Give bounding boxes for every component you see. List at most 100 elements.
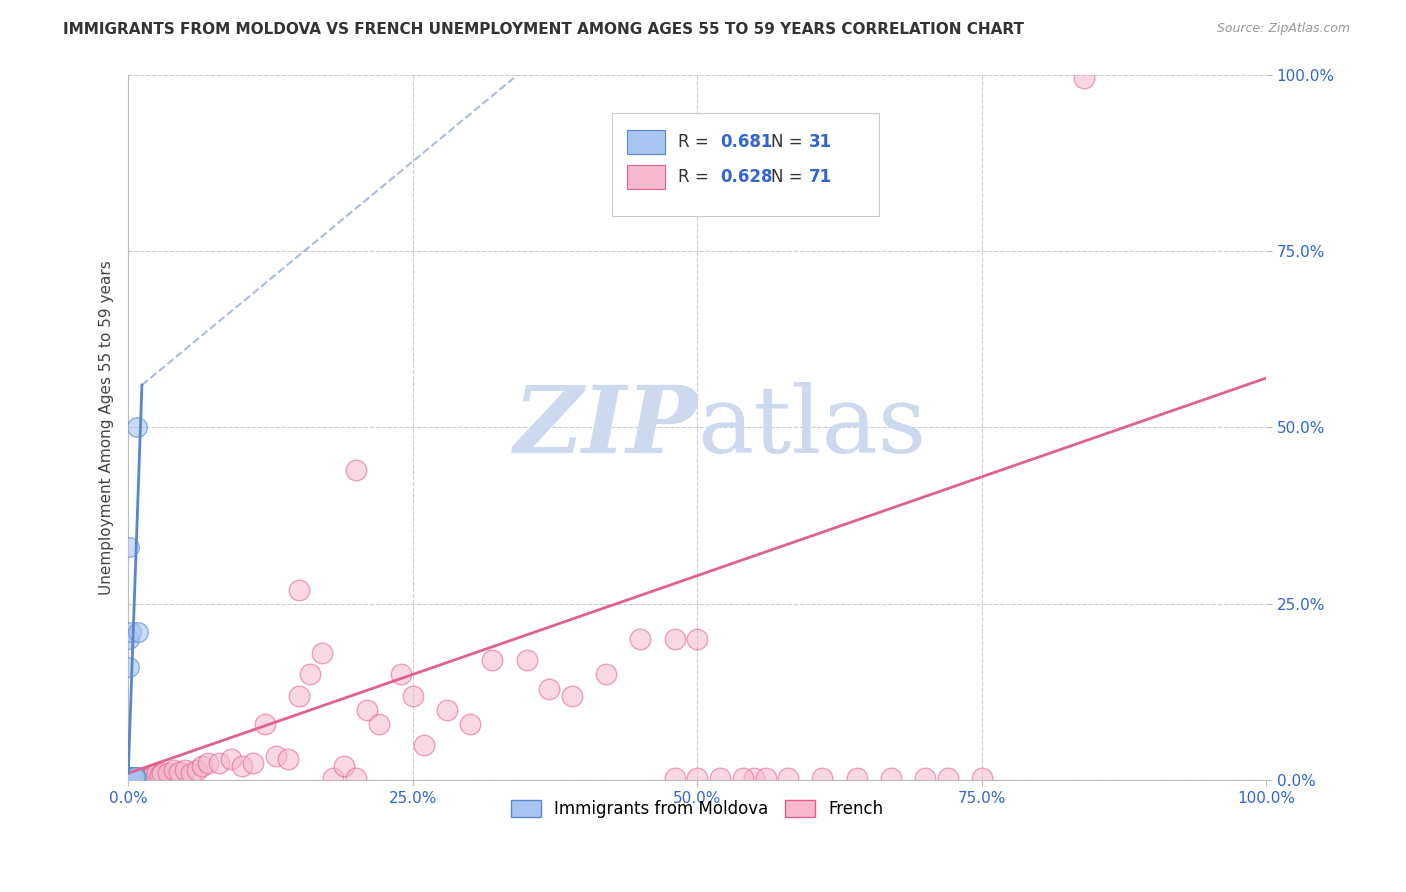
Point: [145, 766, 167, 780]
Text: 0.681: 0.681: [720, 133, 772, 151]
Text: 31: 31: [808, 133, 832, 151]
Point: [121, 770, 143, 784]
Point: [118, 632, 141, 647]
Point: [311, 646, 333, 660]
Point: [118, 770, 141, 784]
Text: atlas: atlas: [697, 383, 927, 473]
Point: [686, 771, 709, 785]
Point: [118, 770, 141, 784]
Point: [191, 759, 214, 773]
Text: 0.628: 0.628: [720, 168, 772, 186]
Point: [122, 770, 145, 784]
Point: [124, 770, 146, 784]
Point: [118, 770, 141, 784]
Text: R =: R =: [678, 133, 714, 151]
Point: [157, 766, 180, 780]
Point: [356, 703, 378, 717]
Point: [139, 771, 162, 785]
Point: [344, 771, 367, 785]
Point: [121, 770, 143, 784]
Text: Source: ZipAtlas.com: Source: ZipAtlas.com: [1216, 22, 1350, 36]
Point: [169, 764, 191, 779]
Point: [516, 653, 538, 667]
Point: [127, 420, 149, 434]
Point: [121, 771, 143, 785]
Point: [121, 770, 143, 784]
Point: [120, 770, 142, 784]
Point: [208, 756, 231, 770]
Point: [402, 689, 425, 703]
Point: [120, 770, 142, 784]
Point: [131, 771, 153, 785]
Point: [118, 770, 141, 784]
Point: [118, 771, 141, 785]
Point: [120, 625, 142, 640]
Point: [125, 770, 148, 784]
Point: [174, 763, 197, 777]
Point: [333, 759, 356, 773]
Point: [242, 756, 264, 770]
Point: [142, 767, 165, 781]
Point: [755, 771, 778, 785]
Point: [120, 771, 142, 785]
Point: [128, 771, 150, 785]
Point: [595, 667, 617, 681]
Point: [264, 748, 287, 763]
Point: [219, 752, 242, 766]
Point: [322, 771, 344, 785]
Point: [664, 771, 686, 785]
Point: [481, 653, 503, 667]
Point: [124, 771, 146, 785]
Point: [686, 632, 709, 647]
Point: [122, 771, 145, 785]
Point: [778, 771, 800, 785]
Point: [731, 771, 754, 785]
Point: [1073, 70, 1095, 85]
Text: ZIP: ZIP: [513, 383, 697, 473]
Point: [628, 632, 651, 647]
Point: [277, 752, 299, 766]
Point: [288, 689, 311, 703]
Point: [127, 771, 149, 785]
FancyBboxPatch shape: [627, 129, 665, 153]
Point: [118, 660, 141, 674]
Point: [231, 759, 253, 773]
Point: [180, 766, 202, 780]
Text: N =: N =: [772, 133, 808, 151]
Point: [936, 771, 959, 785]
Point: [150, 766, 173, 780]
Point: [120, 770, 142, 784]
Point: [197, 756, 219, 770]
FancyBboxPatch shape: [612, 113, 879, 216]
Text: N =: N =: [772, 168, 808, 186]
Point: [186, 763, 208, 777]
Point: [299, 667, 322, 681]
Point: [118, 770, 141, 784]
Point: [122, 770, 145, 784]
Point: [134, 771, 156, 785]
Point: [128, 625, 150, 640]
Point: [121, 771, 143, 785]
Point: [845, 771, 868, 785]
Y-axis label: Unemployment Among Ages 55 to 59 years: Unemployment Among Ages 55 to 59 years: [100, 260, 114, 595]
Point: [253, 716, 276, 731]
Text: IMMIGRANTS FROM MOLDOVA VS FRENCH UNEMPLOYMENT AMONG AGES 55 TO 59 YEARS CORRELA: IMMIGRANTS FROM MOLDOVA VS FRENCH UNEMPL…: [63, 22, 1024, 37]
Point: [121, 770, 143, 784]
Point: [128, 771, 150, 785]
Point: [129, 771, 152, 785]
Text: 71: 71: [808, 168, 832, 186]
Point: [135, 771, 157, 785]
Text: R =: R =: [678, 168, 714, 186]
Point: [458, 716, 481, 731]
Point: [436, 703, 458, 717]
Point: [538, 681, 561, 696]
Point: [138, 771, 160, 785]
Legend: Immigrants from Moldova, French: Immigrants from Moldova, French: [505, 793, 890, 825]
Point: [120, 770, 142, 784]
FancyBboxPatch shape: [627, 165, 665, 189]
Point: [163, 763, 186, 777]
Point: [811, 771, 834, 785]
Point: [413, 738, 436, 752]
Point: [914, 771, 936, 785]
Point: [709, 771, 731, 785]
